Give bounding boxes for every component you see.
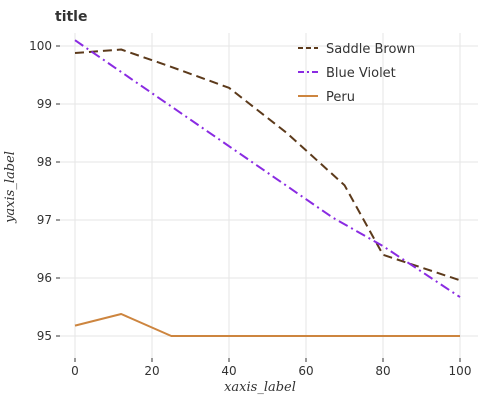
legend-label-saddle-brown: Saddle Brown <box>326 42 415 57</box>
y-tick-label: 98 <box>37 155 52 169</box>
legend-label-peru: Peru <box>326 90 355 105</box>
y-tick-label: 96 <box>37 271 52 285</box>
y-tick-label: 95 <box>37 329 52 343</box>
x-tick-label: 60 <box>298 364 313 378</box>
legend: Saddle Brown Blue Violet Peru <box>298 42 415 105</box>
x-tick-label: 100 <box>449 364 472 378</box>
y-tick-label: 100 <box>29 39 52 53</box>
y-tick-label: 99 <box>37 97 52 111</box>
x-axis-ticks: 0 20 40 60 80 100 <box>71 358 471 378</box>
x-axis-label: xaxis_label <box>224 380 296 395</box>
x-tick-label: 40 <box>221 364 236 378</box>
series-lines <box>74 39 461 337</box>
y-axis-ticks: 95 96 97 98 99 100 <box>29 39 60 343</box>
y-axis-label: yaxis_label <box>3 151 18 224</box>
chart-title: title <box>55 9 87 25</box>
series-line-peru <box>74 313 460 337</box>
y-tick-label: 97 <box>37 213 52 227</box>
x-tick-label: 20 <box>144 364 159 378</box>
x-tick-label: 80 <box>375 364 390 378</box>
x-tick-label: 0 <box>71 364 79 378</box>
series-line-blue-violet <box>74 39 461 298</box>
legend-label-blue-violet: Blue Violet <box>326 66 396 81</box>
